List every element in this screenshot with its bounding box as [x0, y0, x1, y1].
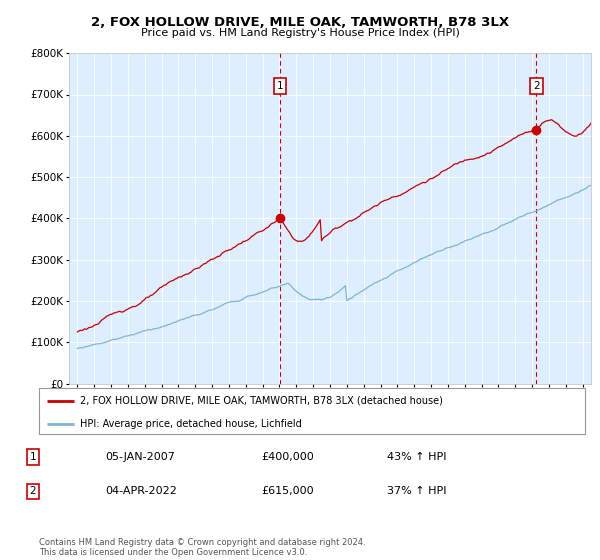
Text: 2: 2 [533, 81, 539, 91]
Text: 05-JAN-2007: 05-JAN-2007 [105, 452, 175, 462]
Text: 1: 1 [29, 452, 37, 462]
Text: HPI: Average price, detached house, Lichfield: HPI: Average price, detached house, Lich… [80, 419, 302, 429]
Text: 37% ↑ HPI: 37% ↑ HPI [387, 487, 446, 497]
Text: £615,000: £615,000 [261, 487, 314, 497]
Text: Contains HM Land Registry data © Crown copyright and database right 2024.
This d: Contains HM Land Registry data © Crown c… [39, 538, 365, 557]
FancyBboxPatch shape [39, 388, 585, 434]
Text: 2, FOX HOLLOW DRIVE, MILE OAK, TAMWORTH, B78 3LX (detached house): 2, FOX HOLLOW DRIVE, MILE OAK, TAMWORTH,… [80, 396, 443, 406]
Text: 43% ↑ HPI: 43% ↑ HPI [387, 452, 446, 462]
Text: 2, FOX HOLLOW DRIVE, MILE OAK, TAMWORTH, B78 3LX: 2, FOX HOLLOW DRIVE, MILE OAK, TAMWORTH,… [91, 16, 509, 29]
Text: £400,000: £400,000 [261, 452, 314, 462]
Text: 04-APR-2022: 04-APR-2022 [105, 487, 177, 497]
Text: 2: 2 [29, 487, 37, 497]
Text: Price paid vs. HM Land Registry's House Price Index (HPI): Price paid vs. HM Land Registry's House … [140, 28, 460, 38]
Text: 1: 1 [277, 81, 283, 91]
